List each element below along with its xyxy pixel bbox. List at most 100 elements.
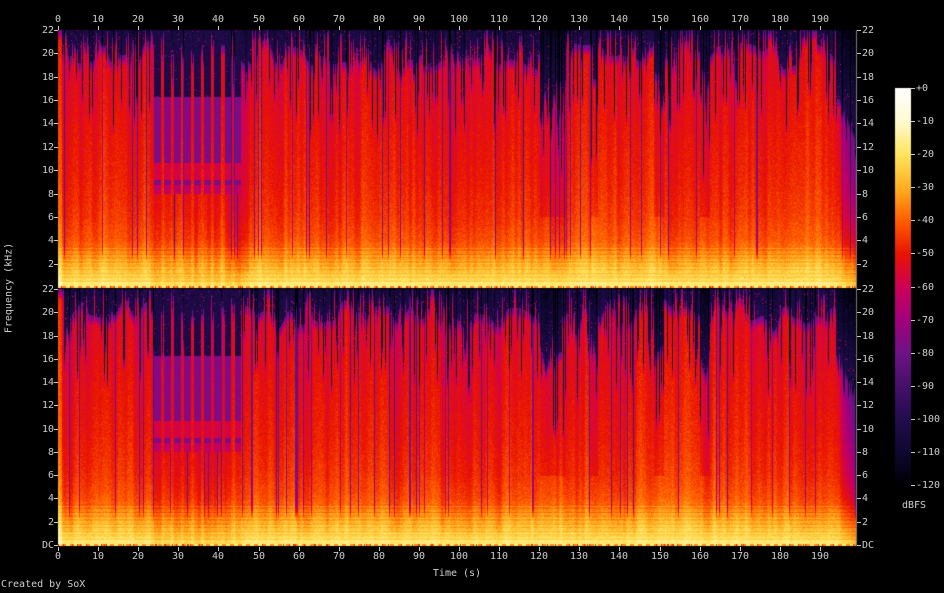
freq-tick [54,498,58,499]
colorbar-tick-label: -110 [916,447,941,458]
freq-tick [54,429,58,430]
time-tick-label: 190 [810,14,830,25]
time-tick [539,26,540,30]
time-tick [178,26,179,30]
time-axis-title: Time (s) [432,568,482,579]
time-tick-label: 150 [650,14,670,25]
freq-tick [54,452,58,453]
time-tick [178,547,179,551]
time-tick-label: 160 [690,14,710,25]
colorbar-tick-label: -120 [916,480,941,491]
freq-tick [857,498,861,499]
time-tick [138,26,139,30]
time-tick-label: 60 [292,551,306,562]
time-tick [98,26,99,30]
colorbar-tick-label: -60 [916,282,935,293]
freq-tick-label: 12 [41,400,54,411]
time-tick-label: 140 [609,14,629,25]
freq-tick [54,359,58,360]
colorbar-tick-label: -70 [916,315,935,326]
colorbar-tick-label: -10 [916,116,935,127]
freq-tick-label: 14 [862,118,875,129]
colorbar-tick-label: -50 [916,248,935,259]
freq-tick [54,336,58,337]
freq-tick-label: 2 [862,259,869,270]
freq-tick-label: 12 [862,142,875,153]
time-tick-label: 100 [449,551,469,562]
freq-tick [54,30,58,31]
colorbar-tick-label: -100 [916,414,941,425]
time-tick-label: 10 [91,551,105,562]
freq-tick [857,522,861,523]
time-tick [419,26,420,30]
freq-tick [54,264,58,265]
freq-tick-label: 8 [47,447,54,458]
time-tick [58,26,59,30]
time-tick [740,26,741,30]
freq-tick-label: 8 [862,447,869,458]
freq-tick [54,289,58,290]
freq-tick-label: 8 [862,189,869,200]
colorbar-tick [911,419,915,420]
freq-tick-label: 6 [862,212,869,223]
freq-tick-label: 10 [41,424,54,435]
time-tick [780,547,781,551]
time-tick-label: 70 [332,14,346,25]
time-tick-label: 170 [730,551,750,562]
freq-tick-label: 8 [47,189,54,200]
time-tick-label: 120 [529,551,549,562]
freq-tick [857,100,861,101]
freq-tick [54,100,58,101]
time-tick-label: 30 [171,14,185,25]
freq-tick-label: 14 [41,377,54,388]
freq-tick-label: 2 [862,517,869,528]
time-tick [619,26,620,30]
freq-tick [54,123,58,124]
time-tick-label: 110 [489,551,509,562]
colorbar-tick [911,386,915,387]
time-tick-label: 140 [609,551,629,562]
freq-tick-label: 6 [47,470,54,481]
freq-tick [857,405,861,406]
time-tick-label: 40 [211,14,225,25]
time-tick [98,547,99,551]
colorbar-tick [911,187,915,188]
time-tick-label: 150 [650,551,670,562]
freq-tick-label: 2 [47,259,54,270]
freq-tick-label: 20 [41,48,54,59]
freq-tick-label: 14 [41,118,54,129]
credit-text: Created by SoX [1,579,86,590]
freq-tick-dc [54,545,58,546]
freq-tick-label: 14 [862,377,875,388]
time-tick [459,26,460,30]
time-tick [339,547,340,551]
freq-tick [857,289,861,290]
time-tick [660,547,661,551]
time-tick-label: 130 [569,551,589,562]
time-tick-label: 50 [252,14,266,25]
colorbar-tick [911,485,915,486]
time-tick-label: 180 [770,551,790,562]
time-tick [58,547,59,551]
time-tick-label: 90 [412,551,426,562]
freq-tick [54,147,58,148]
colorbar-tick [911,253,915,254]
freq-tick-label: 4 [862,235,869,246]
freq-dc-label: DC [41,540,54,551]
time-tick-label: 10 [91,14,105,25]
time-tick [700,26,701,30]
freq-tick [54,405,58,406]
time-tick [379,26,380,30]
colorbar-unit-label: dBFS [902,500,927,511]
freq-tick [857,194,861,195]
freq-tick [54,194,58,195]
freq-tick-label: 22 [41,25,54,36]
time-tick [579,547,580,551]
freq-tick [857,264,861,265]
freq-tick-label: 4 [47,235,54,246]
time-tick [218,26,219,30]
time-tick-label: 190 [810,551,830,562]
freq-tick-label: 20 [41,307,54,318]
colorbar-tick [911,320,915,321]
freq-tick-label: 12 [862,400,875,411]
